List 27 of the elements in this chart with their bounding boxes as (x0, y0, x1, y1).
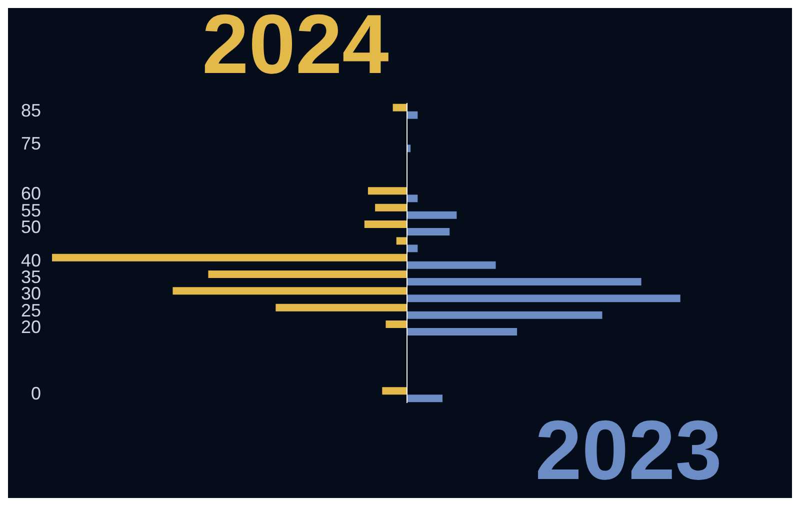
bar (407, 328, 518, 336)
bar (276, 304, 408, 312)
bar (382, 387, 408, 395)
bar (392, 104, 408, 112)
bar (407, 228, 450, 236)
bar (172, 287, 408, 295)
bar (407, 194, 418, 202)
bar (396, 237, 408, 245)
bar (407, 311, 602, 319)
bar (407, 394, 443, 402)
bar (375, 204, 408, 212)
bar (407, 294, 680, 302)
bar (52, 254, 408, 262)
y-tick-label: 75 (20, 134, 42, 154)
bar (407, 211, 457, 219)
bar (407, 111, 418, 119)
bar (407, 261, 496, 269)
bar (364, 220, 408, 228)
series-label: 2024 (202, 0, 390, 92)
bar (368, 187, 408, 195)
bar (407, 278, 642, 286)
y-tick-label: 85 (20, 100, 42, 120)
series-label: 2023 (535, 403, 722, 498)
y-tick-label: 0 (31, 384, 42, 404)
bar (386, 320, 408, 328)
bar (208, 270, 408, 278)
bar (407, 244, 418, 252)
